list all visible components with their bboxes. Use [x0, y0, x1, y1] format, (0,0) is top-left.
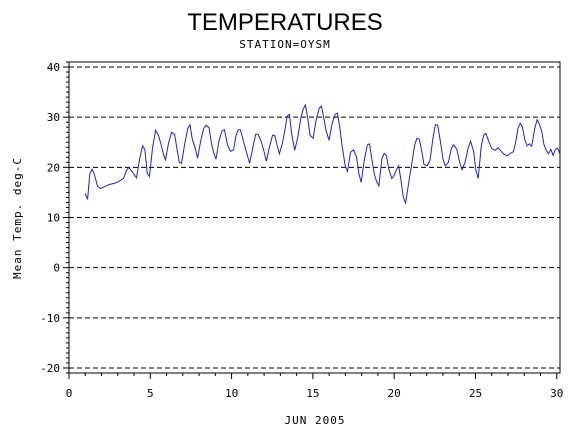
x-tick-label-2: 10 [225, 387, 238, 400]
x-tick-label-1: 5 [147, 387, 154, 400]
y-axis-label: Mean Temp. deg-C [11, 157, 24, 279]
y-tick-label-6: 40 [47, 61, 60, 74]
y-tick-label-1: -10 [40, 312, 60, 325]
chart-title: TEMPERATURES [187, 9, 383, 36]
chart-subtitle: STATION=OYSM [239, 38, 330, 51]
x-tick-label-0: 0 [66, 387, 73, 400]
x-axis-label: JUN 2005 [285, 414, 346, 427]
x-tick-label-5: 25 [469, 387, 482, 400]
plot-frame [68, 61, 561, 374]
y-tick-label-0: -20 [40, 362, 60, 375]
y-axis-ticks: -20 -10 0 10 20 30 40 [40, 61, 69, 375]
y-tick-label-4: 20 [47, 161, 60, 174]
y-tick-label-5: 30 [47, 111, 60, 124]
x-tick-label-3: 15 [306, 387, 319, 400]
y-tick-label-3: 10 [47, 212, 60, 225]
x-tick-label-6: 30 [550, 387, 563, 400]
y-tick-label-2: 0 [53, 262, 60, 275]
gridlines [69, 66, 560, 369]
series-line [84, 103, 561, 205]
x-tick-label-4: 20 [388, 387, 401, 400]
x-axis-ticks: 0 5 10 15 20 25 30 [66, 373, 563, 400]
